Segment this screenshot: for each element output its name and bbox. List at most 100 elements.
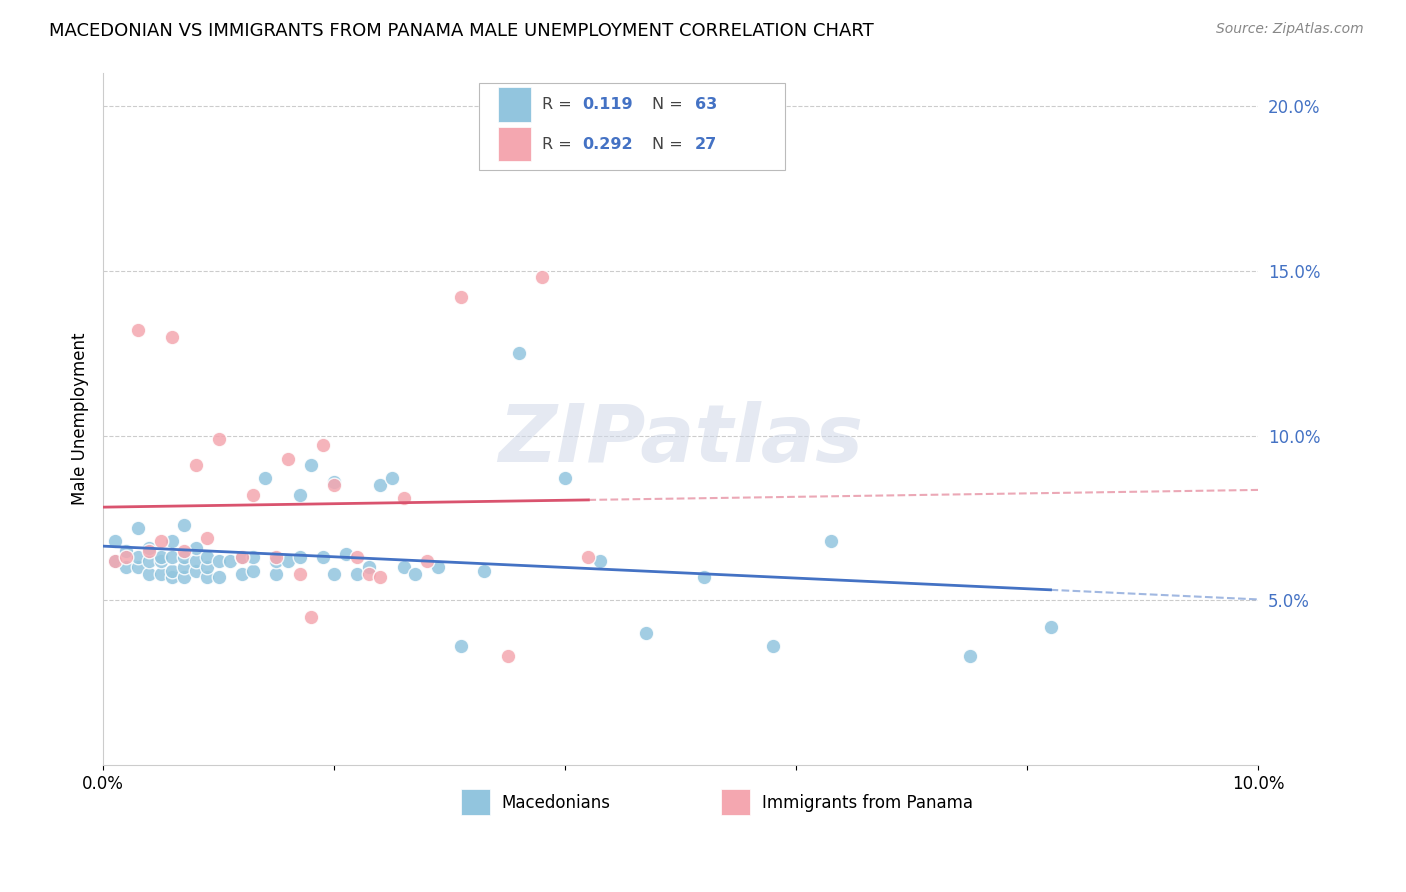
- Point: [195, 560, 218, 574]
- Text: Source: ZipAtlas.com: Source: ZipAtlas.com: [1216, 22, 1364, 37]
- Point: [138, 566, 160, 581]
- Point: [104, 554, 127, 568]
- Text: R =: R =: [543, 137, 576, 153]
- Point: [959, 649, 981, 664]
- Point: [636, 626, 658, 640]
- Point: [138, 544, 160, 558]
- Point: [299, 458, 322, 473]
- Point: [184, 564, 207, 578]
- Point: [173, 517, 195, 532]
- Point: [357, 560, 380, 574]
- Point: [173, 544, 195, 558]
- Point: [1039, 620, 1062, 634]
- Point: [288, 488, 311, 502]
- Point: [370, 478, 392, 492]
- Point: [288, 550, 311, 565]
- Point: [173, 560, 195, 574]
- Point: [127, 560, 149, 574]
- Text: R =: R =: [543, 97, 576, 112]
- Text: MACEDONIAN VS IMMIGRANTS FROM PANAMA MALE UNEMPLOYMENT CORRELATION CHART: MACEDONIAN VS IMMIGRANTS FROM PANAMA MAL…: [49, 22, 875, 40]
- Point: [138, 541, 160, 555]
- Point: [450, 640, 472, 654]
- Point: [242, 488, 264, 502]
- Point: [184, 458, 207, 473]
- Point: [392, 491, 415, 505]
- Point: [184, 554, 207, 568]
- Point: [115, 560, 138, 574]
- Point: [149, 533, 172, 548]
- FancyBboxPatch shape: [478, 83, 785, 169]
- Point: [311, 438, 333, 452]
- Point: [253, 471, 276, 485]
- Point: [138, 554, 160, 568]
- Point: [474, 564, 496, 578]
- Point: [323, 478, 346, 492]
- Point: [404, 566, 426, 581]
- Point: [762, 640, 785, 654]
- Point: [184, 541, 207, 555]
- Point: [162, 564, 184, 578]
- Text: N =: N =: [652, 97, 688, 112]
- Point: [554, 471, 576, 485]
- Point: [299, 609, 322, 624]
- Point: [266, 550, 288, 565]
- FancyBboxPatch shape: [461, 789, 491, 815]
- Point: [162, 550, 184, 565]
- Point: [104, 533, 127, 548]
- Point: [392, 560, 415, 574]
- Point: [208, 570, 231, 584]
- Point: [266, 554, 288, 568]
- Point: [450, 290, 472, 304]
- Point: [231, 566, 253, 581]
- Text: 0.119: 0.119: [582, 97, 633, 112]
- Point: [311, 550, 333, 565]
- Point: [173, 550, 195, 565]
- Point: [357, 566, 380, 581]
- Point: [346, 566, 368, 581]
- Point: [127, 521, 149, 535]
- Point: [415, 554, 437, 568]
- Point: [323, 475, 346, 489]
- Text: 27: 27: [695, 137, 717, 153]
- FancyBboxPatch shape: [721, 789, 751, 815]
- Point: [576, 550, 599, 565]
- Point: [104, 554, 127, 568]
- Text: N =: N =: [652, 137, 688, 153]
- Point: [195, 550, 218, 565]
- Point: [288, 566, 311, 581]
- Point: [508, 346, 530, 360]
- Point: [277, 451, 299, 466]
- Point: [115, 544, 138, 558]
- Point: [127, 323, 149, 337]
- Point: [208, 554, 231, 568]
- Point: [381, 471, 404, 485]
- Text: Immigrants from Panama: Immigrants from Panama: [762, 794, 973, 813]
- Text: 0.292: 0.292: [582, 137, 633, 153]
- Point: [323, 566, 346, 581]
- Point: [149, 554, 172, 568]
- FancyBboxPatch shape: [498, 127, 530, 161]
- Point: [208, 432, 231, 446]
- Point: [266, 566, 288, 581]
- Point: [531, 270, 554, 285]
- Point: [335, 547, 357, 561]
- Text: 63: 63: [695, 97, 717, 112]
- FancyBboxPatch shape: [498, 87, 530, 121]
- Point: [231, 550, 253, 565]
- Y-axis label: Male Unemployment: Male Unemployment: [72, 333, 89, 505]
- Point: [277, 554, 299, 568]
- Point: [149, 566, 172, 581]
- Point: [820, 533, 842, 548]
- Point: [231, 550, 253, 565]
- Point: [370, 570, 392, 584]
- Point: [242, 550, 264, 565]
- Point: [195, 531, 218, 545]
- Point: [149, 550, 172, 565]
- Point: [589, 554, 612, 568]
- Point: [162, 570, 184, 584]
- Text: Macedonians: Macedonians: [502, 794, 610, 813]
- Point: [242, 564, 264, 578]
- Point: [173, 570, 195, 584]
- Point: [115, 550, 138, 565]
- Point: [346, 550, 368, 565]
